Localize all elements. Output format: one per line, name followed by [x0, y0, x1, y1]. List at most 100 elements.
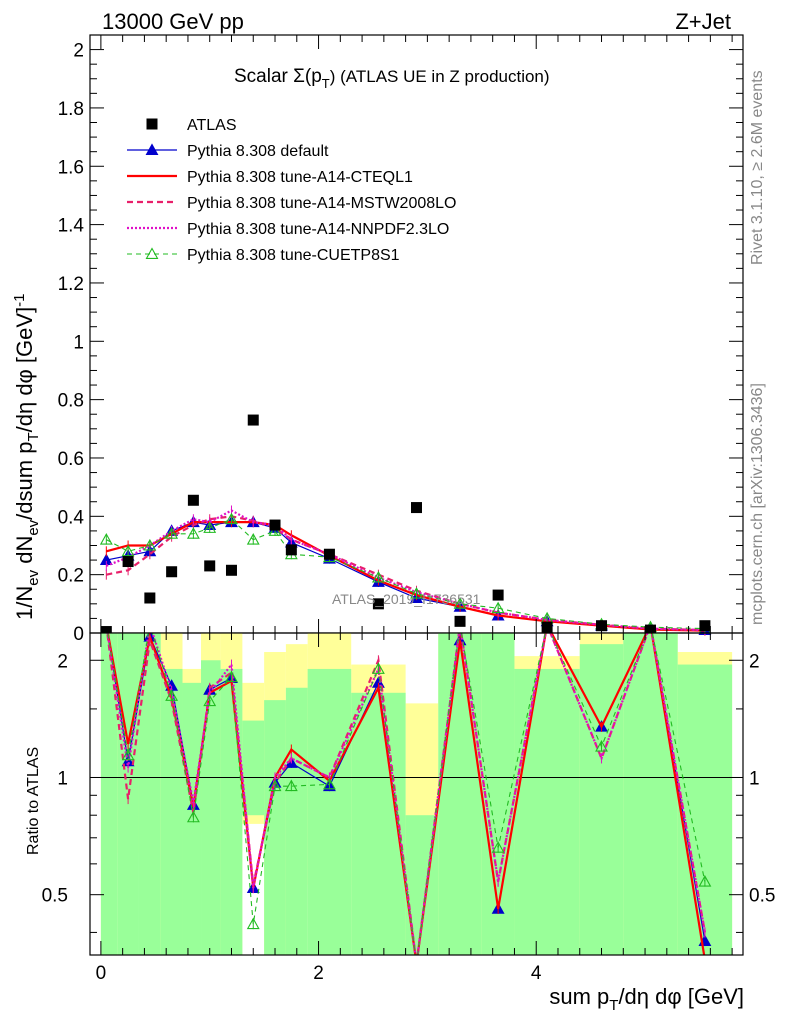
atlas-data-point [225, 564, 237, 576]
series-point-cuetp8s1 [246, 917, 260, 930]
series-point-cuetp8s1 [453, 597, 467, 609]
legend-entry-label: ATLAS [187, 117, 237, 134]
series-point-cuetp8s1 [595, 740, 608, 752]
atlas-data-point [269, 519, 281, 531]
atlas-data-point [187, 494, 199, 506]
green-band-bin [201, 660, 221, 955]
ratio-frame [89, 632, 744, 956]
atlas-data-point [166, 566, 178, 578]
main-y-tick-label: 1.4 [58, 216, 85, 237]
series-point-cuetp8s1 [225, 670, 238, 683]
ratio-y-tick-label-right: 1 [749, 768, 760, 789]
main-data-layer [99, 414, 712, 637]
ylabel-part-2: ev [25, 569, 42, 585]
ylabel-part-1: 1/N [12, 586, 37, 620]
green-band-bin [514, 668, 580, 955]
legend-entry-label: Pythia 8.308 tune-A14-MSTW2008LO [187, 195, 456, 212]
main-y-tick-label: 1.8 [58, 99, 84, 120]
main-y-tick-label: 2 [73, 41, 84, 62]
ratio-data-layer [90, 633, 743, 968]
series-point-cuetp8s1 [203, 694, 217, 707]
x-tick-label: 2 [313, 963, 324, 984]
green-band-bin [138, 633, 161, 955]
xlabel-main: sum p [549, 984, 609, 1009]
atlas-data-point [100, 626, 112, 637]
main-series-group [99, 414, 712, 637]
main-y-tick-label: 0 [73, 624, 84, 645]
green-band-bin [623, 633, 678, 955]
green-band-bin [242, 720, 265, 816]
ratio-panel: 0.5 0.51 12 20 2 4 Ratio to ATLAS sum pT/dη d… [25, 632, 775, 1014]
main-y-tick-label: 0.4 [58, 507, 85, 528]
atlas-data-point [372, 598, 384, 610]
series-point-cuetp8s1 [143, 538, 157, 551]
atlas-data-point [596, 620, 608, 632]
series-point-cuetp8s1 [284, 779, 298, 792]
main-y-tick-label: 0.2 [58, 566, 84, 587]
series-point-cuetp8s1 [165, 527, 179, 539]
legend-marker-cuetp8s1 [145, 247, 159, 259]
x-axis-label: sum pT/dη dφ [GeV] [549, 984, 744, 1014]
series-point-cuetp8s1 [121, 544, 135, 557]
ratio-y-tick-label: 0.5 [42, 886, 68, 907]
main-panel: ATLAS_2019_I1736531 0 0.2 0.4 0.6 0.8 1 1.2 1.4… [11, 34, 744, 645]
atlas-data-point [454, 615, 466, 627]
series-point-cuetp8s1 [322, 777, 336, 790]
chart-title-sub: T [322, 76, 330, 91]
atlas-data-point [644, 624, 656, 636]
green-band-bin [160, 668, 183, 955]
ratio-y-tick-label-right: 2 [749, 651, 760, 672]
green-band-bin [579, 644, 624, 955]
legend-marker-atlas [146, 118, 158, 130]
legend-entry-label: Pythia 8.308 tune-A14-CTEQL1 [187, 169, 413, 186]
rivet-version-label: Rivet 3.1.10, ≥ 2.6M events [749, 70, 766, 265]
ratio-axes: 0.5 0.5 1 1 2 2 0 2 4 [42, 632, 775, 984]
atlas-data-point [285, 544, 297, 556]
legend-marker-default [145, 143, 159, 155]
green-band-bin [677, 664, 733, 955]
series-point-cuetp8s1 [491, 601, 505, 614]
header-process-label: Z+Jet [675, 9, 731, 34]
green-band-bin [100, 633, 118, 955]
ylabel-part-3: dN [12, 536, 37, 570]
ylabel-part-5: /dsum p [12, 442, 37, 520]
main-y-tick-label: 0.8 [58, 391, 84, 412]
series-point-cuetp8s1 [411, 958, 422, 968]
atlas-data-point [492, 589, 504, 601]
header-energy-label: 13000 GeV pp [102, 9, 244, 34]
atlas-data-point [204, 560, 216, 572]
analysis-watermark: ATLAS_2019_I1736531 [332, 591, 481, 607]
ratio-y-tick-label-right: 0.5 [749, 886, 775, 907]
legend-entry-label: Pythia 8.308 default [187, 143, 329, 160]
x-tick-label: 0 [96, 963, 107, 984]
ratio-y-tick-label: 2 [57, 651, 68, 672]
atlas-data-point [144, 592, 156, 604]
ratio-series-group [90, 633, 743, 968]
mcplots-reference-label: mcplots.cern.ch [arXiv:1306.3436] [749, 383, 766, 625]
ylabel-part-4: ev [25, 519, 42, 535]
main-y-axis-label: 1/Nev dNev/dsum pT/dη dφ [GeV]-1 [11, 293, 42, 620]
chart-title-main: Scalar Σ(p [234, 66, 322, 87]
series-point-cuetp8s1 [186, 527, 200, 539]
ylabel-part-7: /dη dφ [GeV] [12, 307, 37, 433]
series-point-cuetp8s1 [491, 841, 505, 853]
series-point-cuetp8s1 [371, 662, 385, 674]
atlas-data-point [122, 556, 134, 568]
main-y-tick-label: 1.6 [58, 157, 84, 178]
green-band-bin [220, 668, 243, 955]
series-point-cuetp8s1 [268, 779, 282, 792]
series-point-cuetp8s1 [99, 533, 113, 545]
legend: ATLAS Pythia 8.308 default Pythia 8.308 tu… [127, 117, 456, 264]
series-point-cuetp8s1 [246, 533, 260, 545]
main-y-tick-label: 0.6 [58, 449, 84, 470]
series-point-cuetp8s1 [165, 689, 179, 701]
xlabel-tail: /dη dφ [GeV] [618, 984, 744, 1009]
green-band-bin [285, 687, 308, 955]
ratio-y-tick-label: 1 [57, 768, 68, 789]
atlas-data-point [411, 502, 422, 514]
legend-entry-label: Pythia 8.308 tune-A14-NNPDF2.3LO [187, 221, 449, 238]
series-line-5 [106, 518, 705, 630]
series-point-cuetp8s1 [186, 810, 200, 823]
xlabel-sub: T [609, 997, 618, 1014]
